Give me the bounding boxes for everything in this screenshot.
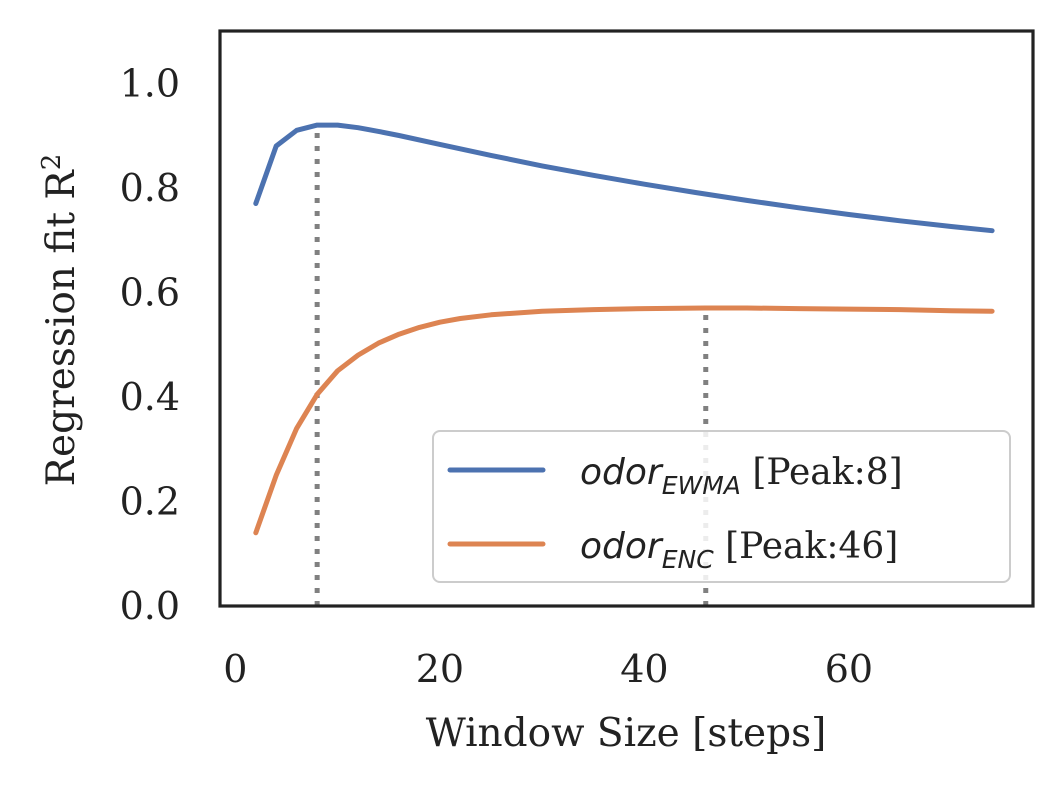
series-line-ewma [253,122,995,234]
y-tick-label: 0.6 [120,270,180,314]
y-tick-label: 0.0 [120,584,180,628]
x-tick-label: 0 [223,647,247,691]
legend: odorEWMA [Peak:8]odorENC [Peak:46] [432,430,1011,583]
legend-label-name: odor [580,452,664,493]
legend-label-subscript: ENC [662,545,714,574]
y-tick-label: 0.2 [120,479,180,523]
x-tick-label: 40 [620,647,668,691]
x-axis-label: Window Size [steps] [426,711,827,756]
plot-area [253,122,995,606]
legend-label-suffix: [Peak:46] [714,526,899,567]
y-tick-label: 0.4 [120,375,180,419]
y-tick-label: 1.0 [120,61,180,105]
y-tick-label: 0.8 [120,166,180,210]
legend-label-name: odor [580,526,664,567]
axes-frame [218,29,1035,608]
legend-box [432,430,1011,583]
axes: 0 20 40 60 0.0 0.2 0.4 0.6 0.8 1.0 [120,29,1035,691]
x-tick-label: 20 [416,647,464,691]
legend-label-subscript: EWMA [662,471,741,500]
x-tick-label: 60 [825,647,873,691]
series-line-enc [253,305,995,536]
y-axis-label-text: Regression fit R [39,169,84,487]
y-axis-label: Regression fit R2 [37,154,84,487]
y-axis-label-superscript: 2 [37,154,67,171]
legend-label-suffix: [Peak:8] [741,452,903,493]
legend-label-ewma: odorEWMA [Peak:8] [580,452,903,500]
legend-label-enc: odorENC [Peak:46] [580,526,898,574]
